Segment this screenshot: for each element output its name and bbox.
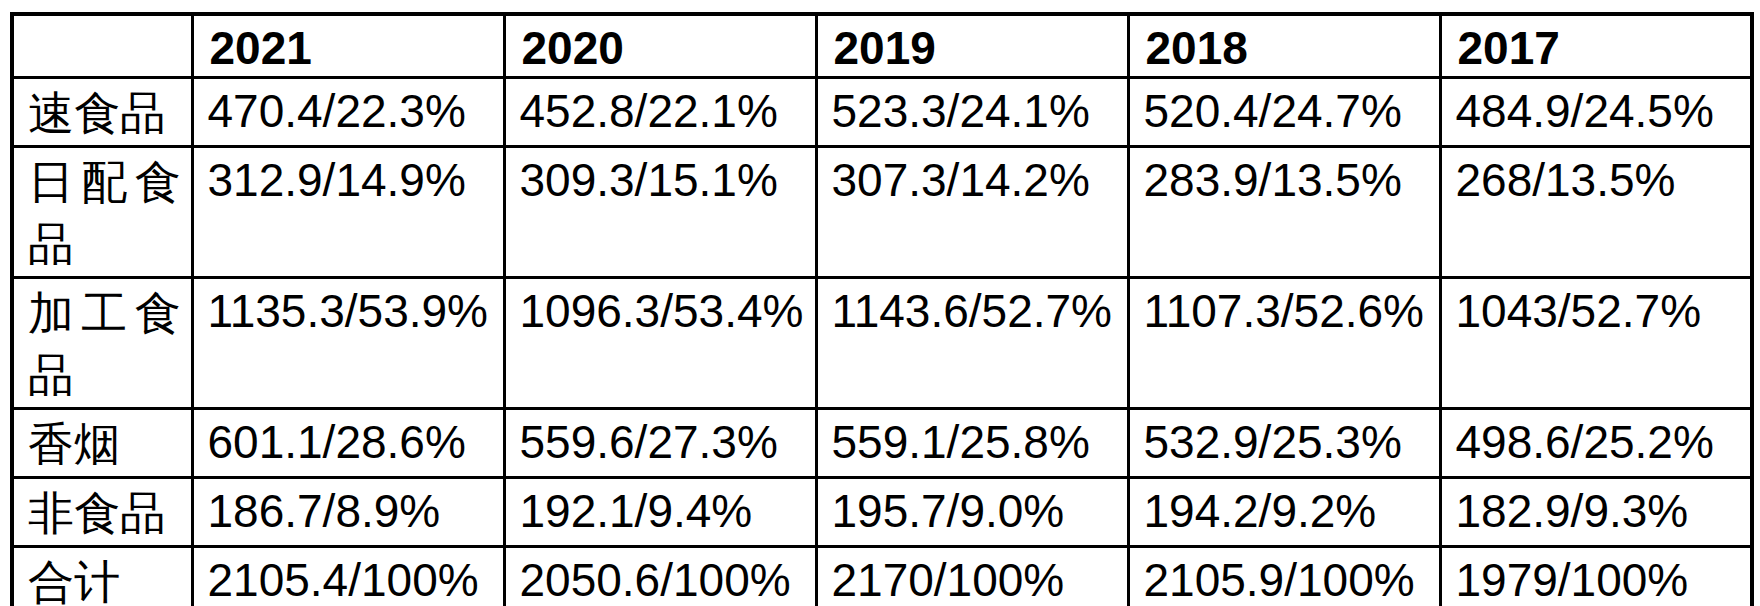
data-cell: 1096.3/53.4% bbox=[504, 278, 816, 409]
data-cell: 268/13.5% bbox=[1440, 147, 1752, 278]
data-cell: 2105.9/100% bbox=[1128, 547, 1440, 606]
column-header-2017: 2017 bbox=[1440, 14, 1752, 78]
data-cell: 532.9/25.3% bbox=[1128, 409, 1440, 478]
data-cell: 186.7/8.9% bbox=[192, 478, 504, 547]
data-cell: 194.2/9.2% bbox=[1128, 478, 1440, 547]
table-row-non-food: 非食品 186.7/8.9% 192.1/9.4% 195.7/9.0% 194… bbox=[12, 478, 1752, 547]
data-cell: 1135.3/53.9% bbox=[192, 278, 504, 409]
data-cell: 559.1/25.8% bbox=[816, 409, 1128, 478]
table-container: 2021 2020 2019 2018 2017 速食品 470.4/22.3%… bbox=[0, 0, 1760, 606]
data-cell: 182.9/9.3% bbox=[1440, 478, 1752, 547]
data-cell: 520.4/24.7% bbox=[1128, 78, 1440, 147]
table-row-processed-food: 加工食品 1135.3/53.9% 1096.3/53.4% 1143.6/52… bbox=[12, 278, 1752, 409]
row-label: 加工食品 bbox=[12, 278, 192, 409]
data-cell: 2050.6/100% bbox=[504, 547, 816, 606]
table-row-total: 合计 2105.4/100% 2050.6/100% 2170/100% 210… bbox=[12, 547, 1752, 606]
row-label: 速食品 bbox=[12, 78, 192, 147]
data-cell: 498.6/25.2% bbox=[1440, 409, 1752, 478]
table-row-instant-food: 速食品 470.4/22.3% 452.8/22.1% 523.3/24.1% … bbox=[12, 78, 1752, 147]
data-cell: 1979/100% bbox=[1440, 547, 1752, 606]
row-label: 非食品 bbox=[12, 478, 192, 547]
data-cell: 452.8/22.1% bbox=[504, 78, 816, 147]
data-cell: 307.3/14.2% bbox=[816, 147, 1128, 278]
data-cell: 195.7/9.0% bbox=[816, 478, 1128, 547]
data-cell: 309.3/15.1% bbox=[504, 147, 816, 278]
corner-header-cell bbox=[12, 14, 192, 78]
data-cell: 601.1/28.6% bbox=[192, 409, 504, 478]
data-cell: 283.9/13.5% bbox=[1128, 147, 1440, 278]
row-label: 日配食品 bbox=[12, 147, 192, 278]
category-sales-table: 2021 2020 2019 2018 2017 速食品 470.4/22.3%… bbox=[10, 12, 1754, 606]
data-cell: 1107.3/52.6% bbox=[1128, 278, 1440, 409]
table-row-cigarettes: 香烟 601.1/28.6% 559.6/27.3% 559.1/25.8% 5… bbox=[12, 409, 1752, 478]
header-row: 2021 2020 2019 2018 2017 bbox=[12, 14, 1752, 78]
column-header-2019: 2019 bbox=[816, 14, 1128, 78]
data-cell: 1043/52.7% bbox=[1440, 278, 1752, 409]
data-cell: 1143.6/52.7% bbox=[816, 278, 1128, 409]
column-header-2021: 2021 bbox=[192, 14, 504, 78]
data-cell: 2105.4/100% bbox=[192, 547, 504, 606]
row-label: 香烟 bbox=[12, 409, 192, 478]
data-cell: 312.9/14.9% bbox=[192, 147, 504, 278]
data-cell: 559.6/27.3% bbox=[504, 409, 816, 478]
data-cell: 2170/100% bbox=[816, 547, 1128, 606]
data-cell: 470.4/22.3% bbox=[192, 78, 504, 147]
data-cell: 484.9/24.5% bbox=[1440, 78, 1752, 147]
data-cell: 192.1/9.4% bbox=[504, 478, 816, 547]
column-header-2020: 2020 bbox=[504, 14, 816, 78]
table-row-daily-food: 日配食品 312.9/14.9% 309.3/15.1% 307.3/14.2%… bbox=[12, 147, 1752, 278]
data-cell: 523.3/24.1% bbox=[816, 78, 1128, 147]
row-label: 合计 bbox=[12, 547, 192, 606]
column-header-2018: 2018 bbox=[1128, 14, 1440, 78]
